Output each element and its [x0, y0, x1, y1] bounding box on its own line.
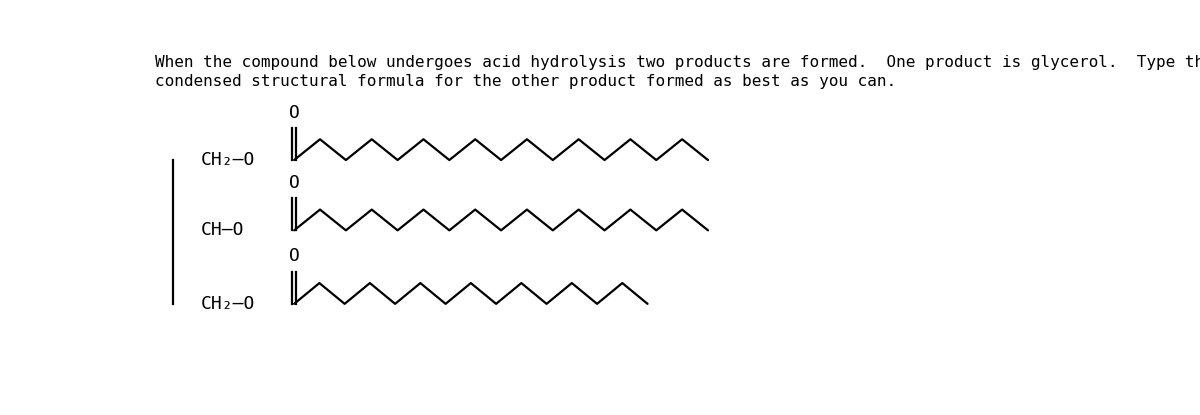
Text: CH–O: CH–O: [202, 221, 245, 239]
Text: When the compound below undergoes acid hydrolysis two products are formed.  One : When the compound below undergoes acid h…: [155, 55, 1200, 89]
Text: CH₂–O: CH₂–O: [202, 295, 256, 313]
Text: CH₂–O: CH₂–O: [202, 151, 256, 169]
Text: O: O: [289, 104, 300, 122]
Text: O: O: [289, 174, 300, 192]
Text: O: O: [289, 247, 300, 266]
